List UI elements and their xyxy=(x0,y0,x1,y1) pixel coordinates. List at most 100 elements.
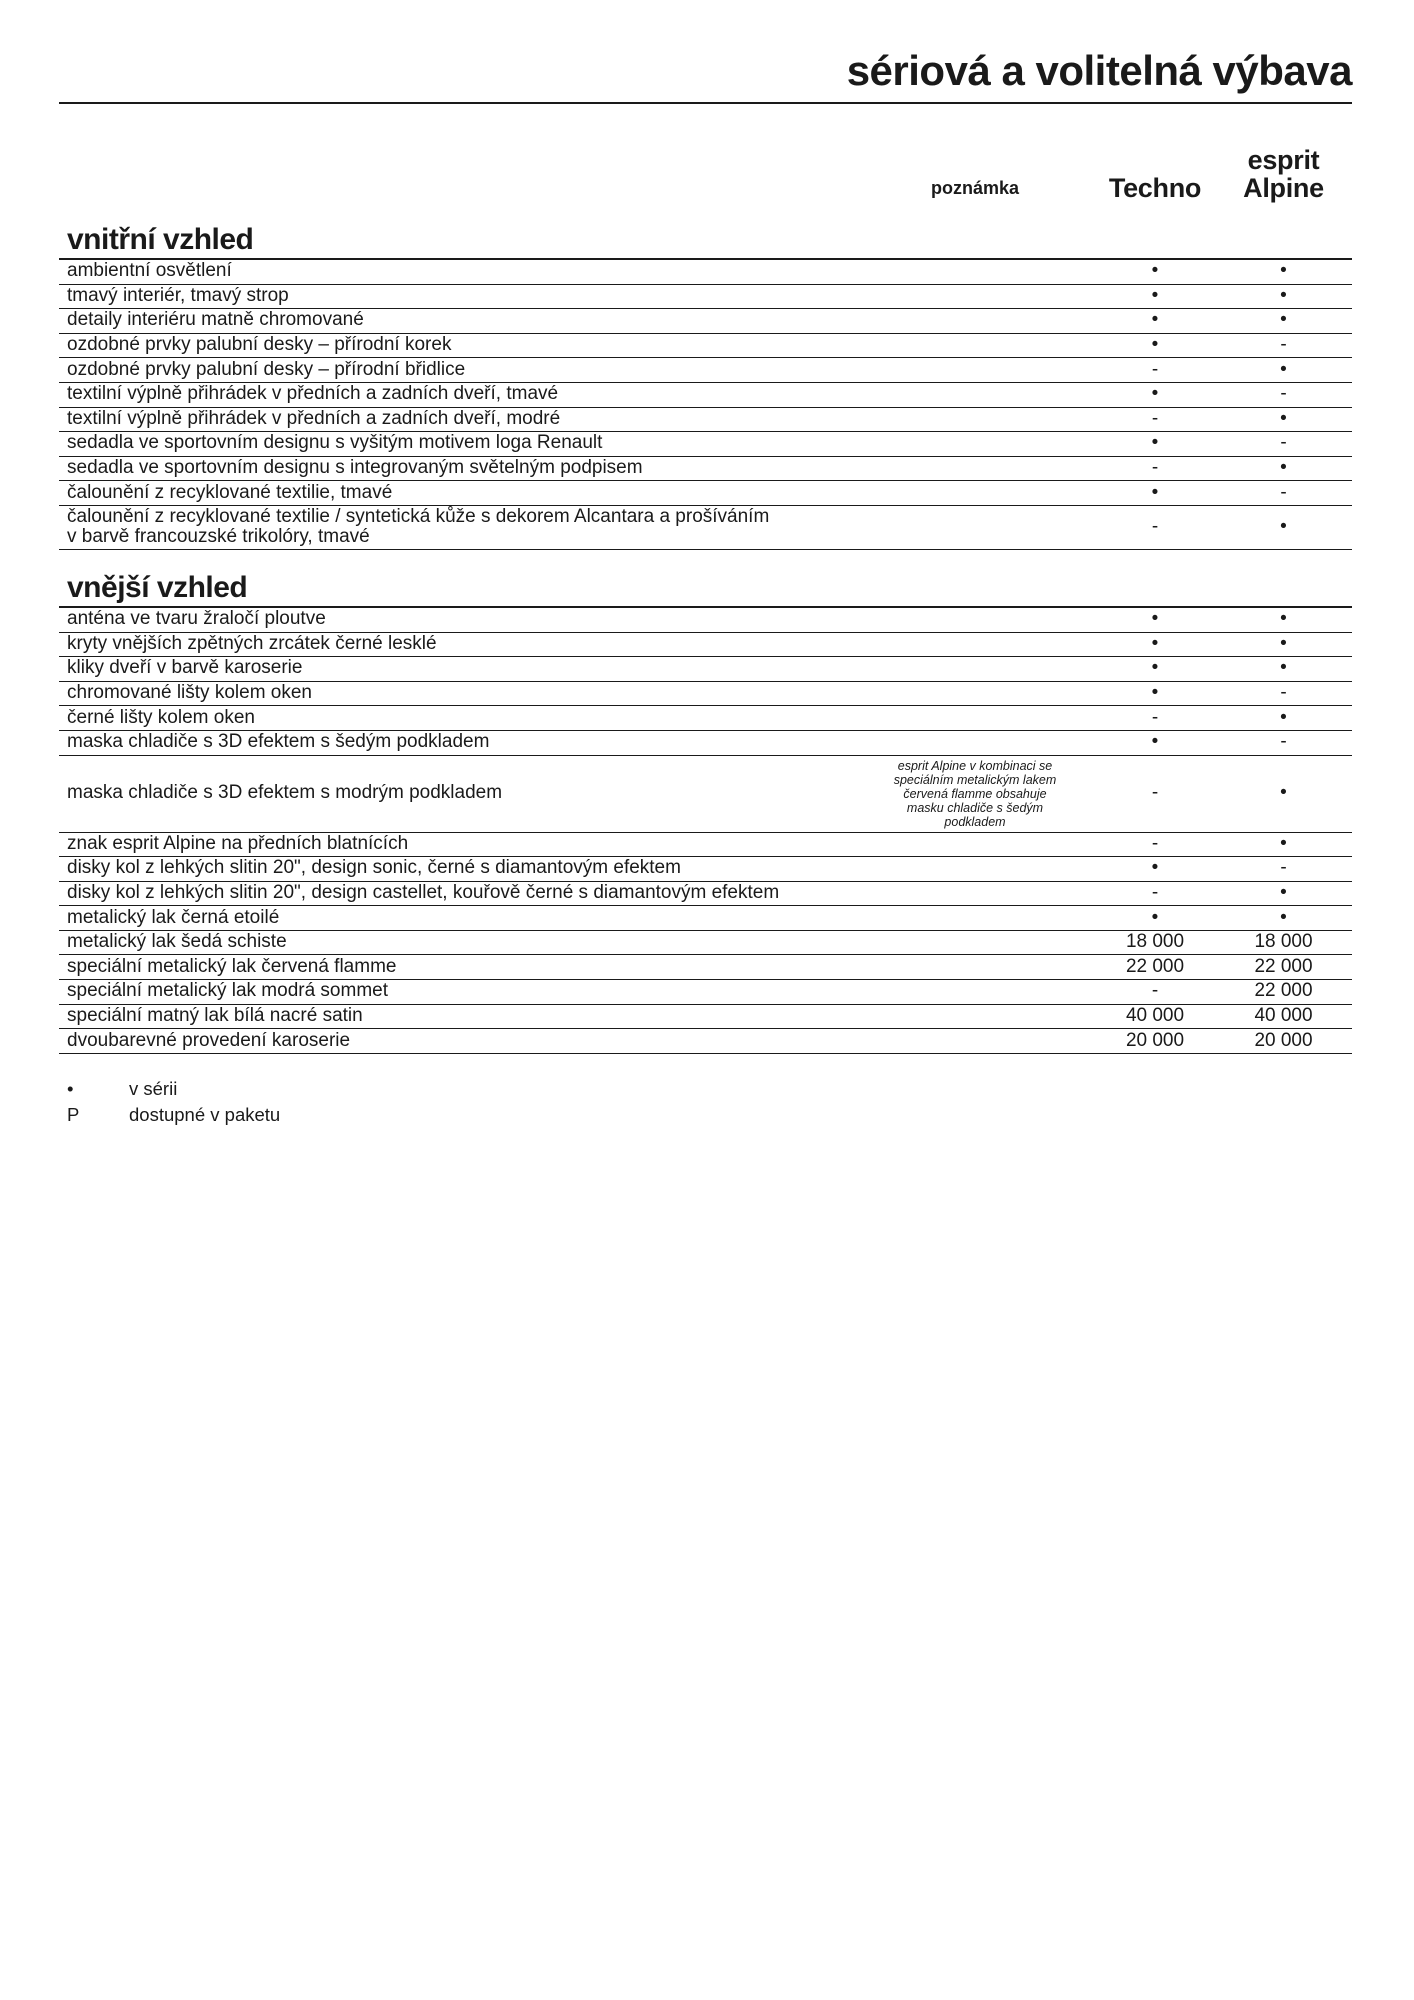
cell-esprit-alpine: - xyxy=(1280,481,1287,503)
row-note-cell xyxy=(855,989,1095,995)
row-label: maska chladiče s 3D efektem s modrým pod… xyxy=(67,782,503,803)
cell-techno: • xyxy=(1151,383,1159,405)
row-note-cell xyxy=(855,269,1095,275)
cell-techno: - xyxy=(1151,881,1159,903)
row-label: sedadla ve sportovním designu s vyšitým … xyxy=(67,432,603,454)
row-note-cell xyxy=(855,890,1095,896)
page-title: sériová a volitelná výbava xyxy=(846,47,1353,94)
cell-techno: 18 000 xyxy=(1125,931,1185,953)
table-row: sedadla ve sportovním designu s vyšitým … xyxy=(59,432,1352,457)
row-label: kliky dveří v barvě karoserie xyxy=(67,657,303,679)
row-note-cell xyxy=(855,293,1095,299)
legend-symbol: • xyxy=(67,1077,74,1099)
row-label: sedadla ve sportovním designu s integrov… xyxy=(67,457,643,479)
table-row: anténa ve tvaru žraločí ploutve • • xyxy=(59,608,1352,633)
cell-techno: • xyxy=(1151,481,1159,503)
row-label: čalounění z recyklované textilie / synte… xyxy=(67,505,770,547)
row-note-cell xyxy=(855,367,1095,373)
section-heading: vnitřní vzhled xyxy=(67,223,254,256)
cell-esprit-alpine: • xyxy=(1280,782,1287,803)
table-row: detaily interiéru matně chromované • • xyxy=(59,309,1352,334)
table-row: sedadla ve sportovním designu s integrov… xyxy=(59,457,1352,482)
cell-esprit-alpine: • xyxy=(1280,657,1287,679)
table-row: znak esprit Alpine na předních blatnícíc… xyxy=(59,833,1352,858)
row-label: ozdobné prvky palubní desky – přírodní b… xyxy=(67,358,466,380)
row-note-cell xyxy=(855,641,1095,647)
cell-esprit-alpine: • xyxy=(1280,608,1287,630)
row-note: esprit Alpine v kombinaci se speciálním … xyxy=(893,758,1057,829)
row-label: anténa ve tvaru žraločí ploutve xyxy=(67,608,326,630)
table-row: dvoubarevné provedení karoserie 20 000 20 … xyxy=(59,1029,1352,1054)
table-row: speciální metalický lak modrá sommet - 22 … xyxy=(59,980,1352,1005)
table-row: disky kol z lehkých slitin 20", design c… xyxy=(59,882,1352,907)
brochure-page: sériová a volitelná výbava poznámka Tech… xyxy=(59,0,1353,1128)
table-row: tmavý interiér, tmavý strop • • xyxy=(59,285,1352,310)
cell-techno: • xyxy=(1151,309,1159,331)
table-row: metalický lak černá etoilé • • xyxy=(59,906,1352,931)
row-note-cell xyxy=(855,441,1095,447)
table-row: disky kol z lehkých slitin 20", design s… xyxy=(59,857,1352,882)
table-row: textilní výplně přihrádek v předních a z… xyxy=(59,408,1352,433)
cell-esprit-alpine: • xyxy=(1280,457,1287,479)
row-note-cell xyxy=(855,715,1095,721)
row-label: speciální metalický lak červená flamme xyxy=(67,955,397,977)
row-label: metalický lak šedá schiste xyxy=(67,931,287,953)
cell-techno: • xyxy=(1151,432,1159,454)
row-label: textilní výplně přihrádek v předních a z… xyxy=(67,407,561,429)
cell-techno: - xyxy=(1151,358,1159,380)
cell-techno: 22 000 xyxy=(1125,955,1185,977)
column-header-esprit-alpine-line1: esprit xyxy=(1247,145,1320,175)
cell-techno: • xyxy=(1151,260,1159,282)
column-header-poznamka: poznámka xyxy=(930,178,1020,198)
row-label: dvoubarevné provedení karoserie xyxy=(67,1029,351,1051)
row-note-cell xyxy=(855,940,1095,946)
row-note-cell xyxy=(855,524,1095,530)
table-row: speciální matný lak bílá nacré satin 40 0… xyxy=(59,1005,1352,1030)
cell-esprit-alpine: • xyxy=(1280,706,1287,728)
row-label: disky kol z lehkých slitin 20", design c… xyxy=(67,881,780,903)
cell-techno: 20 000 xyxy=(1125,1029,1185,1051)
table-row: speciální metalický lak červená flamme 22… xyxy=(59,955,1352,981)
row-note-cell xyxy=(855,964,1095,970)
table-row: kliky dveří v barvě karoserie • • xyxy=(59,657,1352,682)
table-row: chromované lišty kolem oken • - xyxy=(59,682,1352,707)
row-label: metalický lak černá etoilé xyxy=(67,906,280,928)
row-note-cell xyxy=(855,915,1095,921)
cell-esprit-alpine: - xyxy=(1280,731,1287,753)
row-note-cell: esprit Alpine v kombinaci se speciálním … xyxy=(855,756,1095,832)
cell-esprit-alpine: • xyxy=(1280,260,1287,282)
section-heading: vnější vzhled xyxy=(67,570,248,604)
row-note-cell xyxy=(855,490,1095,496)
row-note-cell xyxy=(855,466,1095,472)
cell-esprit-alpine: 40 000 xyxy=(1254,1004,1313,1026)
cell-esprit-alpine: 22 000 xyxy=(1254,955,1313,977)
equipment-section: vnější vzhled anténa ve tvaru žraločí plo… xyxy=(59,571,1352,1054)
table-row: čalounění z recyklované textilie, tmavé •… xyxy=(59,481,1352,506)
row-note-cell xyxy=(855,691,1095,697)
cell-esprit-alpine: - xyxy=(1280,857,1287,879)
table-row: ozdobné prvky palubní desky – přírodní k… xyxy=(59,334,1352,359)
row-note-cell xyxy=(855,392,1095,398)
row-label: kryty vnějších zpětných zrcátek černé le… xyxy=(67,632,437,654)
cell-techno: • xyxy=(1151,657,1159,679)
row-label: čalounění z recyklované textilie, tmavé xyxy=(67,481,393,503)
table-row: maska chladiče s 3D efektem s šedým podk… xyxy=(59,731,1352,756)
cell-techno: - xyxy=(1151,832,1159,854)
equipment-section: vnitřní vzhled ambientní osvětlení • • tmavý… xyxy=(59,223,1352,550)
row-label: tmavý interiér, tmavý strop xyxy=(67,284,289,306)
row-label: chromované lišty kolem oken xyxy=(67,682,312,704)
row-label: černé lišty kolem oken xyxy=(67,706,255,728)
cell-esprit-alpine: • xyxy=(1280,906,1287,928)
title-block: sériová a volitelná výbava xyxy=(59,0,1353,104)
legend-label: v sérii xyxy=(129,1077,178,1099)
row-note-cell xyxy=(855,416,1095,422)
cell-esprit-alpine: - xyxy=(1280,432,1287,454)
row-note-cell xyxy=(855,318,1095,324)
cell-esprit-alpine: • xyxy=(1280,881,1287,903)
table-row: metalický lak šedá schiste 18 000 18 000 xyxy=(59,931,1352,956)
table-row: černé lišty kolem oken - • xyxy=(59,706,1352,731)
row-label: textilní výplně přihrádek v předních a z… xyxy=(67,383,559,405)
row-label: maska chladiče s 3D efektem s šedým podk… xyxy=(67,731,490,753)
cell-esprit-alpine: • xyxy=(1280,309,1287,331)
